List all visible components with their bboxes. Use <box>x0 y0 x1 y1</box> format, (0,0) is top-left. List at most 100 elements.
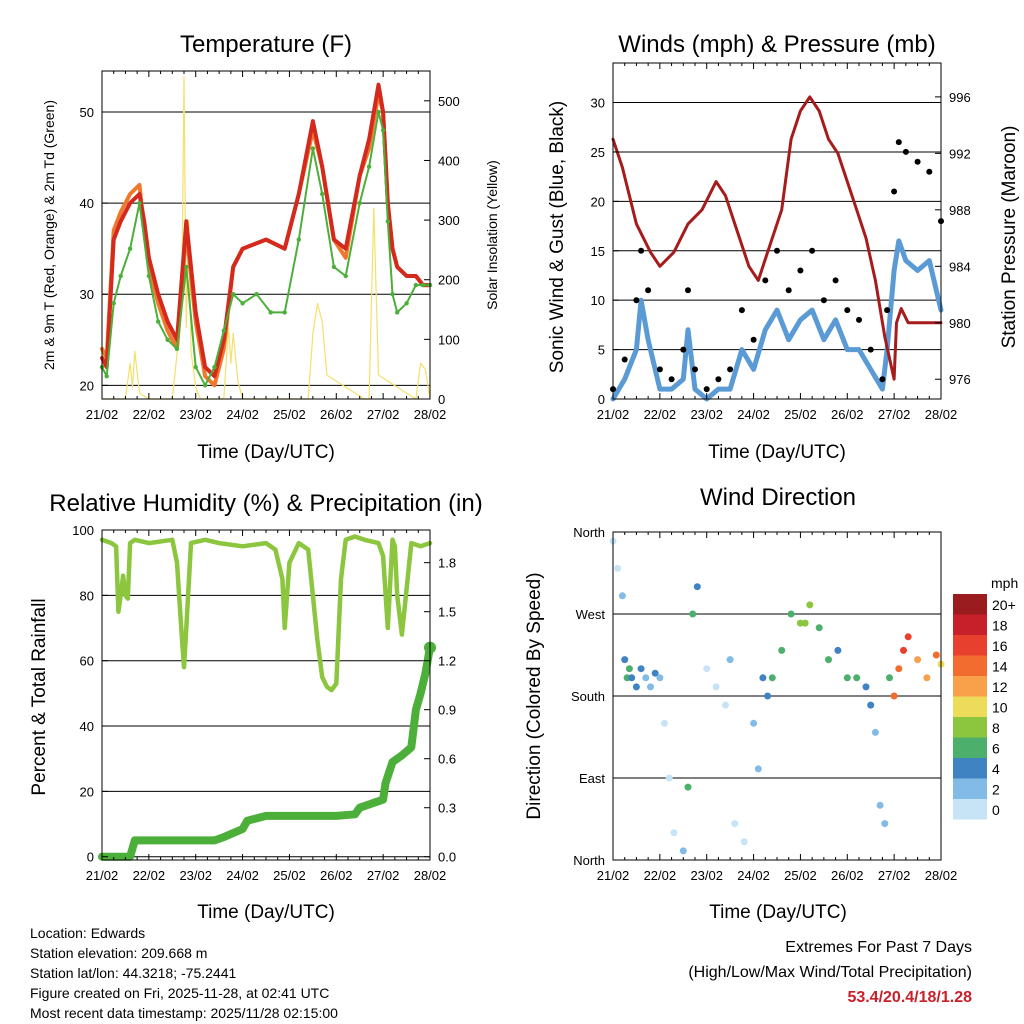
direction-point <box>656 674 664 682</box>
humidity-title: Relative Humidity (%) & Precipitation (i… <box>49 490 482 517</box>
direction-point <box>862 683 870 691</box>
y2-tick-label: 1.2 <box>438 654 456 669</box>
y2-tick-label: 0.6 <box>438 752 456 767</box>
gust-point <box>633 297 640 304</box>
direction-point <box>895 665 903 673</box>
y2-tick-label: 0.3 <box>438 801 456 816</box>
td2m-point <box>254 292 259 297</box>
colorbar-label: 12 <box>992 679 1008 695</box>
direction-point <box>628 674 636 682</box>
gust-point <box>715 376 722 383</box>
recent-timestamp: Most recent data timestamp: 2025/11/28 0… <box>30 1005 338 1021</box>
direction-point <box>815 624 823 632</box>
td2m-point <box>221 328 226 333</box>
station-elevation: Station elevation: 209.668 m <box>30 945 208 961</box>
pressure-line <box>611 95 943 381</box>
td2m-point <box>404 301 409 306</box>
direction-point <box>722 701 729 709</box>
humidity-series <box>98 534 436 861</box>
temperature-gridlines <box>102 111 430 386</box>
td2m-point <box>282 310 287 315</box>
x-tick-label: 23/02 <box>179 868 212 883</box>
y2-tick-label: 1.8 <box>438 556 456 571</box>
colorbar-swatch <box>953 614 987 635</box>
colorbar-label: 14 <box>992 659 1008 675</box>
y2-tick-label: 992 <box>949 146 971 161</box>
temperature-panel: Temperature (F) 203040500100200300400500… <box>41 31 500 463</box>
gust-point <box>685 287 691 294</box>
direction-point <box>778 646 786 654</box>
td2m-point <box>413 282 419 288</box>
wind-direction-title: Wind Direction <box>700 484 856 511</box>
temperature-title: Temperature (F) <box>180 31 352 58</box>
td2m-point <box>111 301 116 306</box>
colorbar-swatch <box>953 758 987 779</box>
winds-ylabel: Sonic Wind & Gust (Blue, Black) <box>547 101 568 373</box>
humidity-plot-frame <box>101 529 431 861</box>
figure-created: Figure created on Fri, 2025-11-28, at 02… <box>30 985 330 1001</box>
direction-point <box>806 601 814 609</box>
y-tick-label: South <box>571 689 605 704</box>
td2m-line <box>101 111 431 387</box>
winds-y2label: Station Pressure (Maroon) <box>999 126 1020 349</box>
x-tick-label: 22/02 <box>644 407 677 422</box>
y2-tick-label: 1.5 <box>438 605 456 620</box>
y-tick-label: East <box>579 771 605 786</box>
x-tick-label: 26/02 <box>831 407 864 422</box>
y2-tick-label: 980 <box>949 316 971 331</box>
y2-tick-label: 984 <box>949 259 971 274</box>
humidity-ylabel: Percent & Total Rainfall <box>29 598 50 795</box>
direction-point <box>867 701 875 709</box>
gust-point <box>914 158 921 165</box>
x-tick-label: 23/02 <box>690 868 723 883</box>
td2m-point <box>240 301 245 306</box>
gust-point <box>668 376 675 383</box>
temperature-series <box>99 82 433 388</box>
x-tick-label: 23/02 <box>179 407 212 422</box>
x-tick-label: 24/02 <box>226 868 259 883</box>
x-tick-label: 24/02 <box>737 407 770 422</box>
y-tick-label: 80 <box>80 588 94 603</box>
y-tick-label: 60 <box>80 654 94 669</box>
y2-tick-label: 0.9 <box>438 703 456 718</box>
direction-point <box>871 728 879 736</box>
gust-point <box>891 188 898 195</box>
x-tick-label: 27/02 <box>367 868 400 883</box>
x-tick-label: 22/02 <box>644 868 677 883</box>
y-tick-label: 40 <box>80 719 94 734</box>
gust-point <box>656 366 663 373</box>
y2-tick-label: 0.0 <box>438 850 456 865</box>
colorbar-swatch <box>953 635 987 656</box>
winds-panel: Winds (mph) & Pressure (mb) 0 5 10 15 20 25 30… <box>547 31 1020 463</box>
gust-point <box>692 366 698 373</box>
direction-point <box>651 669 659 677</box>
winds-plot-frame <box>612 62 942 400</box>
x-tick-label: 25/02 <box>784 407 817 422</box>
direction-point <box>647 683 654 691</box>
colorbar-label: 20+ <box>992 597 1016 613</box>
humidity-gridlines <box>102 529 430 858</box>
x-tick-label: 25/02 <box>273 868 306 883</box>
colorbar-swatch <box>953 594 987 615</box>
colorbar-title: mph <box>991 575 1018 591</box>
direction-point <box>904 633 912 641</box>
gust-point <box>895 139 902 146</box>
direction-point <box>787 610 795 618</box>
extremes-title: Extremes For Past 7 Days <box>785 939 972 956</box>
direction-point <box>900 646 907 654</box>
gust-point <box>879 376 886 383</box>
gust-point <box>832 277 839 284</box>
gust-point <box>750 336 757 343</box>
y-tick-label: 20 <box>80 784 94 799</box>
direction-point <box>886 674 893 682</box>
sonic-wind-line <box>610 238 944 402</box>
direction-point <box>637 665 645 673</box>
y-tick-label: 10 <box>591 293 605 308</box>
gust-point <box>727 366 734 373</box>
x-tick-label: 25/02 <box>784 868 817 883</box>
direction-point <box>661 719 668 727</box>
y2-tick-label: 100 <box>438 332 460 347</box>
station-location: Location: Edwards <box>30 925 146 941</box>
td2m-point <box>310 146 316 151</box>
x-tick-label: 27/02 <box>878 868 911 883</box>
